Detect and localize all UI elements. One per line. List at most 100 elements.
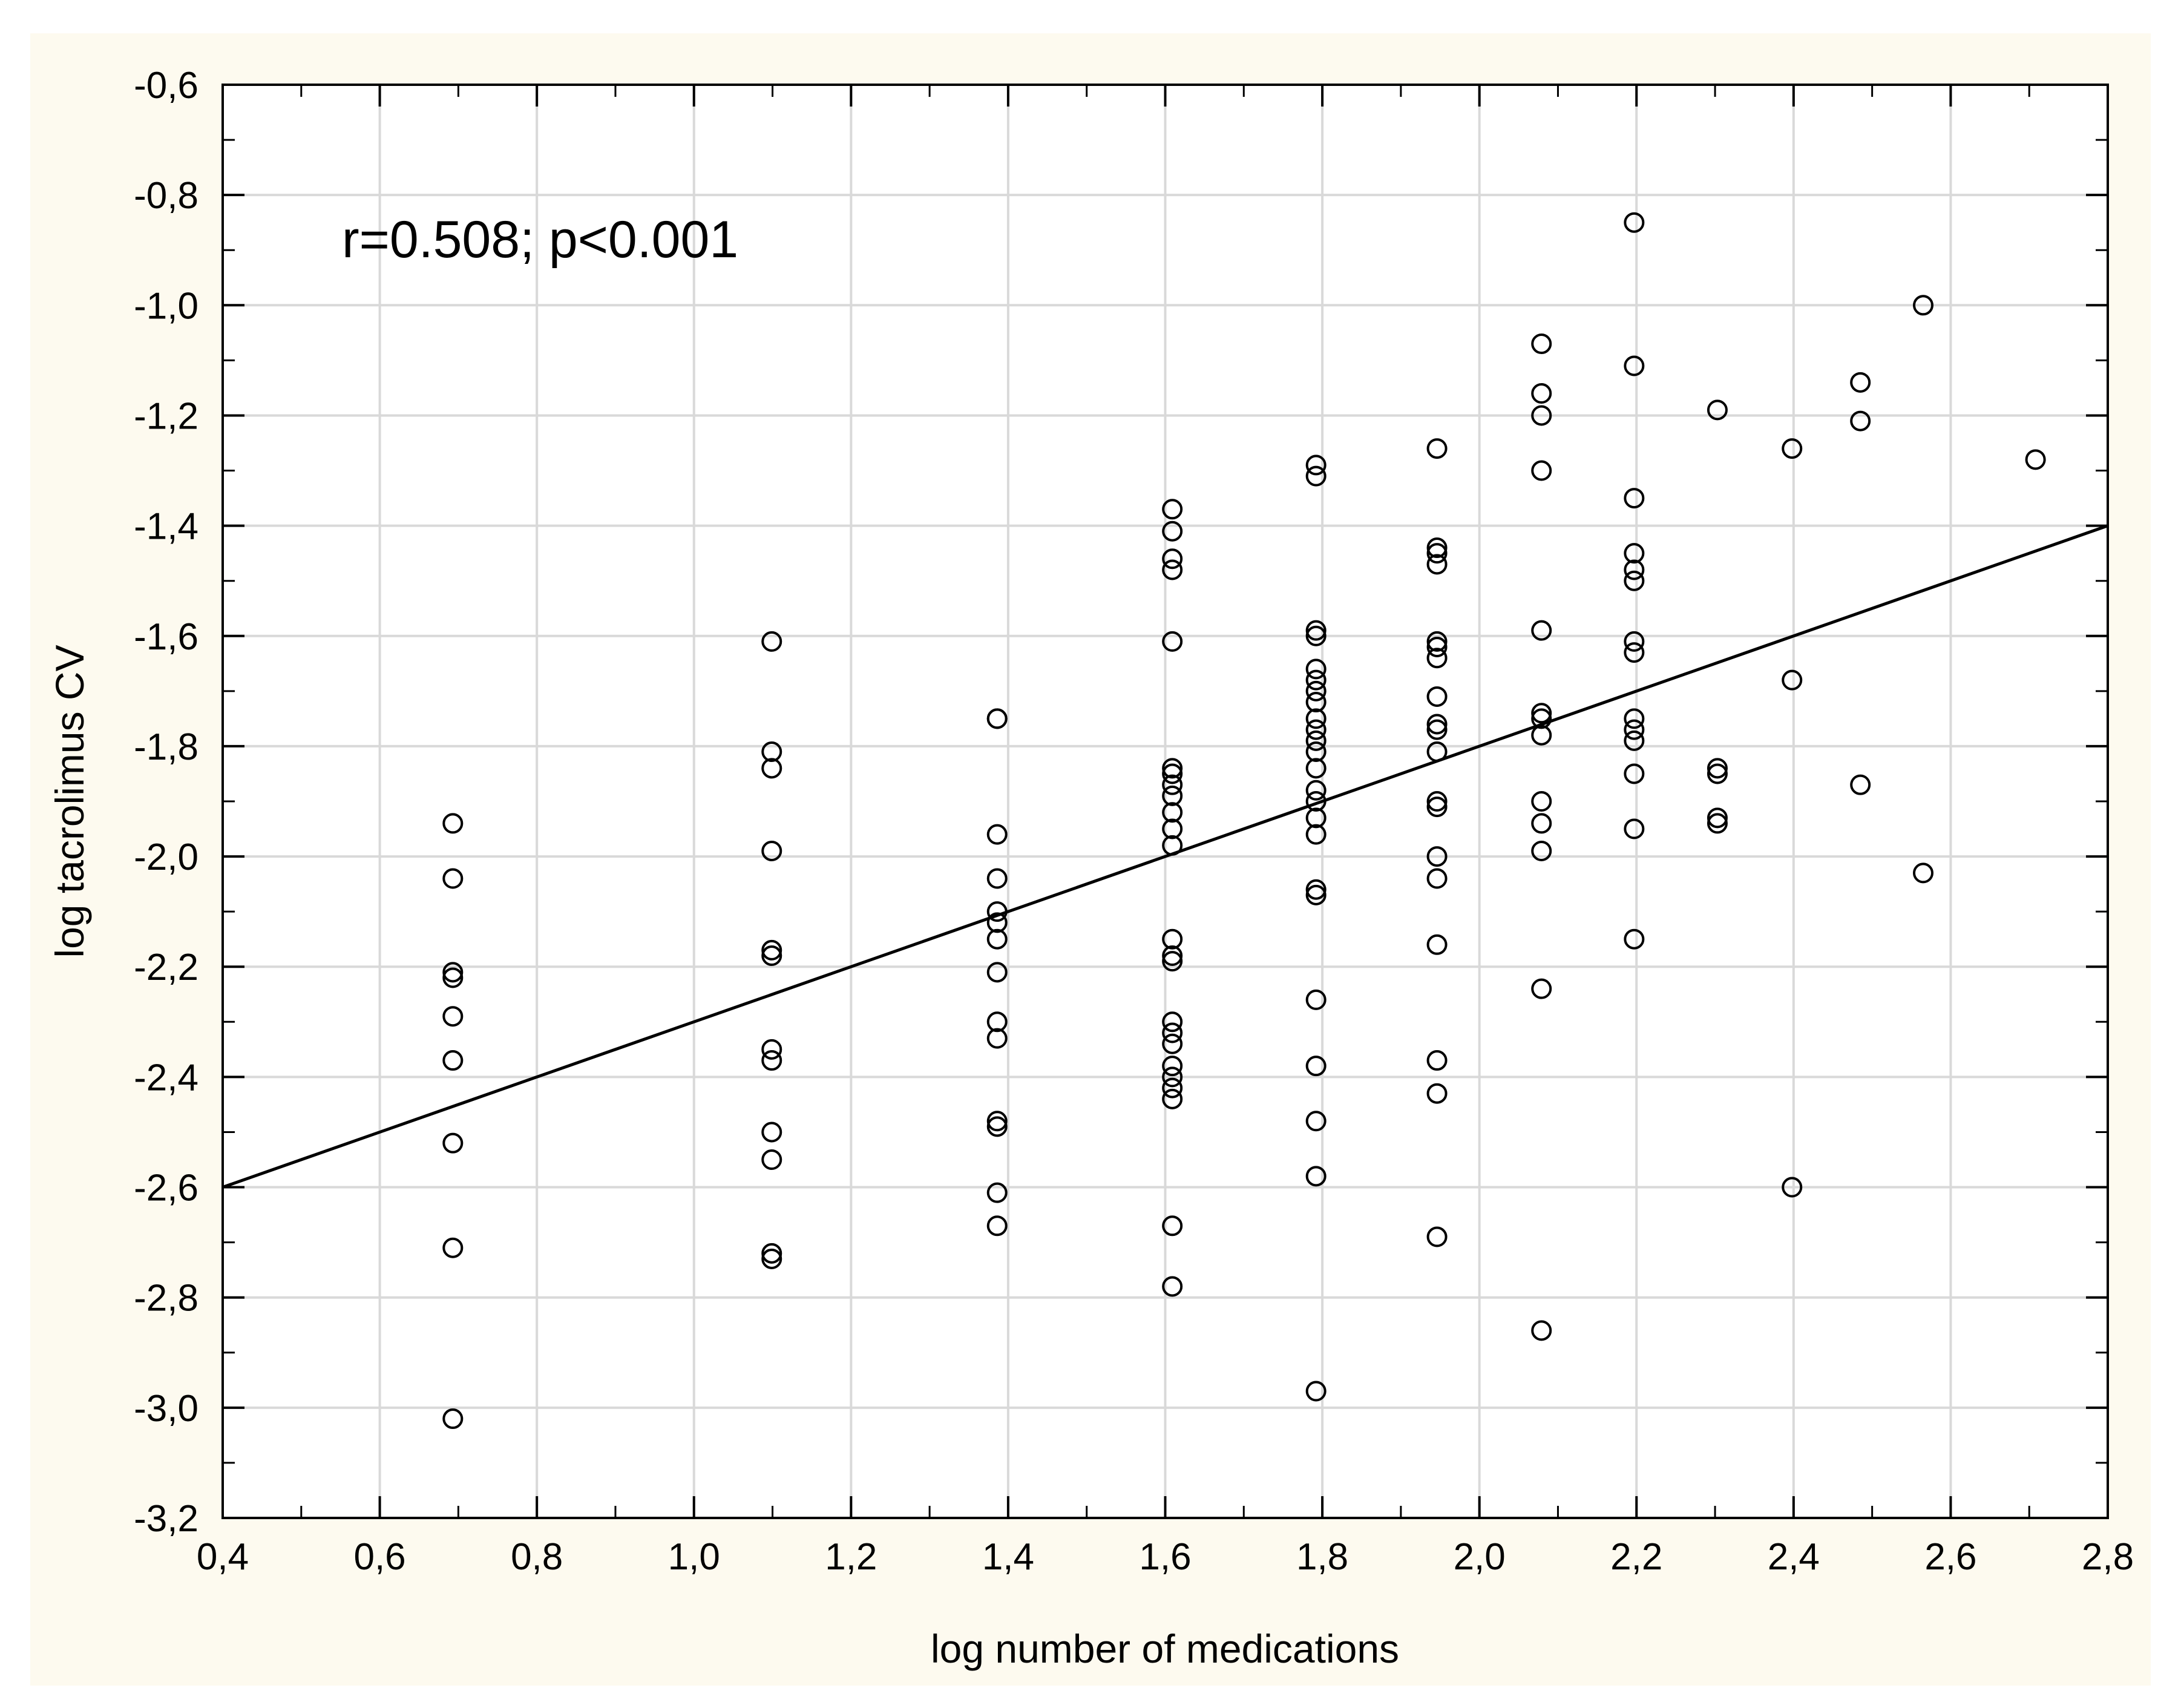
data-point [1162,1056,1183,1077]
data-point [1912,295,1933,316]
data-point [1426,554,1448,575]
x-tick-label: 1,0 [668,1536,720,1578]
data-point [1624,818,1645,839]
x-tick-label: 1,2 [825,1536,877,1578]
data-point [1162,928,1183,950]
data-point [1624,488,1645,509]
data-point [1850,774,1871,795]
data-point [1305,659,1327,680]
data-point [1624,355,1645,376]
data-point [442,967,464,988]
data-point [1162,785,1183,806]
data-point [1624,543,1645,564]
y-tick-label: -2,6 [134,1168,198,1209]
x-tick-labels: 0,4 0,6 0,8 1,0 1,2 1,4 1,6 1,8 2,0 2,2 2,4 2,6 2,8 [197,1536,2134,1578]
data-point [1426,648,1448,669]
y-tick-label: -3,0 [134,1388,198,1430]
data-point [1305,680,1327,701]
data-point [1850,372,1871,393]
x-tick-label: 2,0 [1454,1536,1506,1578]
data-point [1624,719,1645,740]
data-point [1162,499,1183,520]
y-tick-label: -1,0 [134,285,198,327]
data-point [1707,813,1728,834]
data-point [1624,212,1645,233]
data-point [1624,730,1645,751]
data-point [986,1182,1008,1203]
data-point [761,1149,782,1170]
data-point [986,868,1008,889]
data-point [986,708,1008,729]
y-tick-label: -1,4 [134,506,198,548]
data-point [1624,642,1645,663]
data-point [1305,884,1327,905]
x-tick-label: 2,2 [1610,1536,1662,1578]
data-point [1531,333,1552,355]
data-point [761,1248,782,1269]
data-point [1305,692,1327,713]
x-tick-label: 2,6 [1924,1536,1976,1578]
data-point [761,945,782,967]
x-tick-label: 0,8 [511,1536,563,1578]
data-point [1305,669,1327,691]
y-tick-label: -1,2 [134,395,198,437]
data-point [1162,548,1183,570]
data-point [442,1050,464,1071]
data-point [1707,807,1728,829]
data-point [1426,868,1448,889]
data-point [1305,1111,1327,1132]
data-point [986,962,1008,983]
data-point [1707,399,1728,421]
annotation-text: r=0.508; p<0.001 [342,211,738,269]
data-point [761,1039,782,1060]
data-point [1531,460,1552,481]
data-point [1305,719,1327,740]
data-point [442,813,464,834]
data-point [1531,978,1552,999]
data-point [1162,818,1183,839]
data-point [986,1116,1008,1137]
data-point [761,1050,782,1071]
data-point [986,912,1008,933]
data-point [1426,846,1448,867]
data-point [1162,1215,1183,1237]
data-point [1162,802,1183,823]
regression-line [222,524,2108,1189]
data-point [1305,620,1327,641]
data-point [1426,636,1448,657]
x-tick-label: 1,8 [1296,1536,1348,1578]
y-axis-title: log tacrolimus CV [47,645,92,957]
data-point [1305,1381,1327,1402]
data-point [1531,620,1552,641]
data-point [1305,730,1327,751]
data-point [1426,1050,1448,1071]
y-tick-label: -0,8 [134,175,198,217]
data-point [1707,763,1728,784]
data-point [1162,1066,1183,1088]
data-point [1426,934,1448,955]
data-point [1305,824,1327,845]
data-point [442,962,464,983]
y-tick-label: -2,4 [134,1057,198,1099]
data-point [1426,631,1448,652]
data-point [1426,797,1448,818]
data-point [986,1028,1008,1049]
data-point [1162,1011,1183,1033]
data-point [1531,724,1552,746]
y-tick-label: -1,8 [134,726,198,768]
data-point [1624,763,1645,784]
y-tick-labels: -0,6 -0,8 -1,0 -1,2 -1,4 -1,6 -1,8 -2,0 -2,2 -2,4… [134,65,198,1540]
data-point [986,1111,1008,1132]
data-point [1531,708,1552,729]
data-point [1426,686,1448,707]
data-point [1162,1033,1183,1054]
data-point [442,1408,464,1430]
data-point [761,631,782,652]
data-point [1426,719,1448,740]
data-point [442,1006,464,1027]
data-point [1162,559,1183,580]
data-point [1305,758,1327,779]
x-tick-label: 2,8 [2082,1536,2134,1578]
data-point [1531,813,1552,834]
